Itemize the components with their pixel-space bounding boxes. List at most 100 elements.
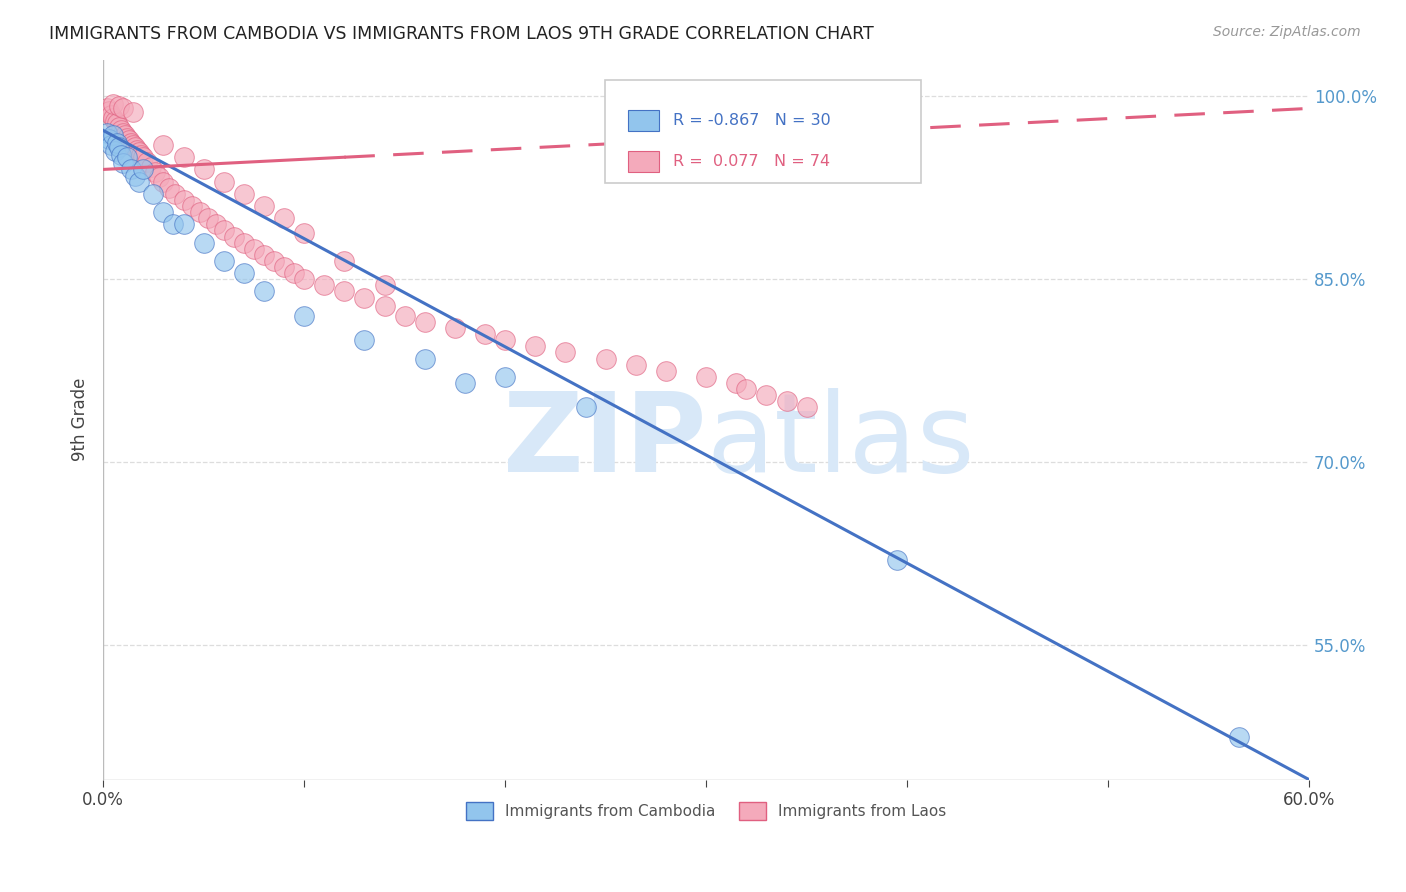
Point <box>110 148 132 162</box>
Point <box>173 193 195 207</box>
Point <box>101 96 124 111</box>
Point <box>173 150 195 164</box>
Point <box>108 140 131 154</box>
Point <box>595 351 617 366</box>
Point <box>554 345 576 359</box>
Point <box>735 382 758 396</box>
Point <box>98 103 121 118</box>
Point <box>104 113 127 128</box>
Point <box>118 133 141 147</box>
Point <box>114 128 136 143</box>
Point <box>128 145 150 160</box>
Point <box>100 107 122 121</box>
Point <box>152 205 174 219</box>
Point <box>117 130 139 145</box>
Point <box>165 186 187 201</box>
Point <box>243 242 266 256</box>
Point <box>204 218 226 232</box>
Point <box>886 553 908 567</box>
Point <box>474 327 496 342</box>
Point <box>253 248 276 262</box>
Point <box>222 229 245 244</box>
Point <box>624 358 647 372</box>
Point <box>122 105 145 120</box>
Point <box>108 120 131 134</box>
Point <box>98 132 121 146</box>
Point <box>314 278 336 293</box>
Text: ZIP: ZIP <box>503 388 706 495</box>
Point <box>413 315 436 329</box>
Point <box>775 394 797 409</box>
Point <box>162 218 184 232</box>
Point <box>100 138 122 153</box>
Point <box>132 150 155 164</box>
Point <box>142 186 165 201</box>
Point <box>127 143 149 157</box>
Point <box>148 169 170 184</box>
Point <box>232 235 254 250</box>
Point <box>120 162 142 177</box>
Point <box>110 123 132 137</box>
Point <box>141 160 163 174</box>
Point <box>232 266 254 280</box>
Point <box>232 186 254 201</box>
Point <box>494 370 516 384</box>
Point <box>353 333 375 347</box>
Point <box>1227 730 1250 744</box>
Point <box>333 285 356 299</box>
Point <box>112 126 135 140</box>
Point <box>124 140 146 154</box>
Point <box>333 254 356 268</box>
Point <box>283 266 305 280</box>
Point <box>273 211 295 226</box>
Point <box>180 199 202 213</box>
Point <box>96 126 118 140</box>
Point <box>263 254 285 268</box>
Legend: Immigrants from Cambodia, Immigrants from Laos: Immigrants from Cambodia, Immigrants fro… <box>460 796 953 826</box>
Point <box>212 223 235 237</box>
Point <box>96 102 118 116</box>
Point <box>444 321 467 335</box>
Point <box>105 136 128 150</box>
Point <box>122 138 145 153</box>
Point <box>101 128 124 143</box>
Point <box>755 388 778 402</box>
Y-axis label: 9th Grade: 9th Grade <box>72 378 89 461</box>
Point <box>796 401 818 415</box>
Point <box>132 162 155 177</box>
Point <box>145 165 167 179</box>
Point <box>292 309 315 323</box>
Point <box>494 333 516 347</box>
Point <box>101 111 124 125</box>
Point <box>413 351 436 366</box>
Text: Source: ZipAtlas.com: Source: ZipAtlas.com <box>1213 25 1361 39</box>
Point <box>159 180 181 194</box>
Point <box>725 376 748 390</box>
Point <box>120 136 142 150</box>
Point <box>655 364 678 378</box>
Point <box>117 150 139 164</box>
Point <box>193 162 215 177</box>
Point <box>112 102 135 116</box>
Point <box>524 339 547 353</box>
Point <box>695 370 717 384</box>
Point <box>212 254 235 268</box>
Point <box>193 235 215 250</box>
Point <box>152 138 174 153</box>
Point <box>188 205 211 219</box>
Point <box>131 148 153 162</box>
Point <box>253 199 276 213</box>
Point <box>152 175 174 189</box>
Point <box>273 260 295 274</box>
Point <box>104 144 127 158</box>
Text: IMMIGRANTS FROM CAMBODIA VS IMMIGRANTS FROM LAOS 9TH GRADE CORRELATION CHART: IMMIGRANTS FROM CAMBODIA VS IMMIGRANTS F… <box>49 25 875 43</box>
Point <box>136 155 159 169</box>
Point <box>197 211 219 226</box>
Text: atlas: atlas <box>706 388 974 495</box>
Point <box>373 299 395 313</box>
Point <box>394 309 416 323</box>
Text: R =  0.077   N = 74: R = 0.077 N = 74 <box>673 154 831 169</box>
Point <box>212 175 235 189</box>
Point <box>454 376 477 390</box>
Point <box>253 285 276 299</box>
